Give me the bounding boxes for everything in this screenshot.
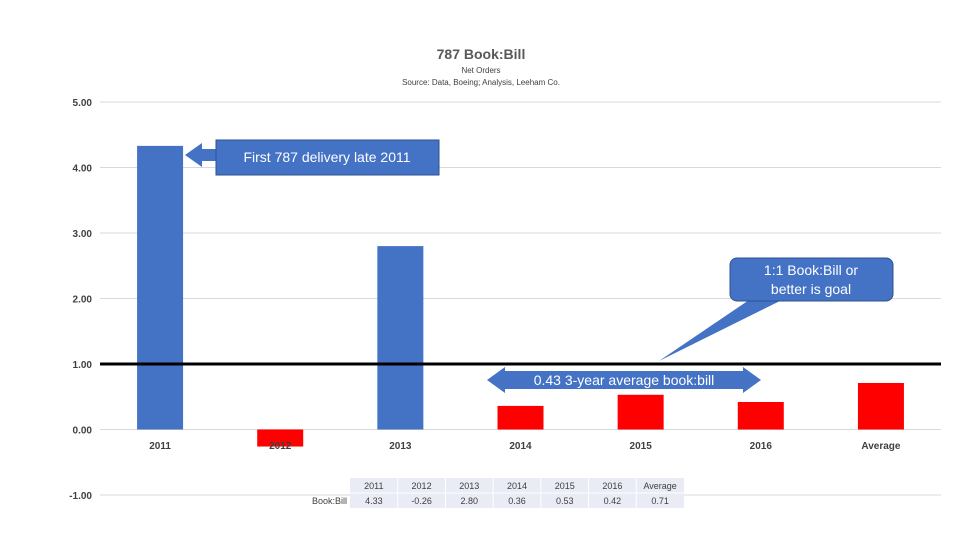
data-table-header: 2014 [507,481,527,491]
category-labels: 2011 2012 2013 2014 2015 2016 Average [149,441,901,452]
goal-callout-box [729,257,894,302]
data-table-value: 0.71 [651,496,669,506]
data-table: Book:Bill 2011 2012 2013 2014 2015 2016 Averag… [312,478,684,508]
x-category-label: 2016 [750,441,773,452]
first-delivery-callout: First 787 delivery late 2011 [185,139,440,176]
y-tick-label: 5.00 [73,98,93,109]
first-delivery-box [215,139,440,176]
bar [257,429,304,447]
data-table-header: Average [643,481,676,491]
goal-text-line-2: better is goal [771,281,851,297]
average-double-arrow [487,367,761,393]
goal-callout: 1:1 Book:Bill or better is goal [659,257,894,361]
average-arrow-text: 0.43 3-year average book:bill [534,372,715,388]
bars [137,145,904,447]
x-category-label: 2013 [389,441,412,452]
y-tick-label: -1.00 [69,491,92,502]
x-category-label: 2015 [630,441,653,452]
goal-text-line-1: 1:1 Book:Bill or [764,262,858,278]
bar [137,145,184,430]
bar [857,382,904,430]
bar [617,394,664,430]
first-delivery-arrow [185,143,219,167]
chart-subtitle-source: Source: Data, Boeing; Analysis, Leeham C… [402,78,560,87]
x-category-label: 2014 [509,441,532,452]
bar [497,405,544,430]
x-category-label: Average [861,441,901,452]
data-table-value: 4.33 [365,496,383,506]
bar [737,401,784,430]
y-tick-label: 2.00 [73,295,93,306]
data-table-value: 2.80 [461,496,479,506]
data-table-value: 0.42 [604,496,622,506]
average-arrow: 0.43 3-year average book:bill [487,367,761,393]
first-delivery-text: First 787 delivery late 2011 [243,149,410,165]
chart-subtitle-net-orders: Net Orders [461,66,500,75]
goal-callout-pointer [659,298,786,361]
y-tick-label: 1.00 [73,360,93,371]
data-table-header: 2013 [459,481,479,491]
y-tick-label: 0.00 [73,426,93,437]
bar [377,246,424,430]
data-table-header: 2012 [412,481,432,491]
y-axis-ticks: 5.00 4.00 3.00 2.00 1.00 0.00 -1.00 [69,98,92,502]
data-table-row-label: Book:Bill [312,496,347,506]
y-tick-label: 3.00 [73,229,93,240]
data-table-value: 0.36 [508,496,526,506]
data-table-header: 2015 [555,481,575,491]
data-table-headers: 2011 2012 2013 2014 2015 2016 Average [350,478,684,508]
chart-title: 787 Book:Bill [437,46,526,62]
y-tick-label: 4.00 [73,164,93,175]
data-table-value: -0.26 [411,496,432,506]
x-category-label: 2012 [269,441,292,452]
data-table-header: 2011 [364,481,383,491]
data-table-value: 0.53 [556,496,574,506]
data-table-values: 4.33 -0.26 2.80 0.36 0.53 0.42 0.71 [365,496,669,506]
data-table-header: 2016 [602,481,622,491]
x-category-label: 2011 [149,441,171,452]
